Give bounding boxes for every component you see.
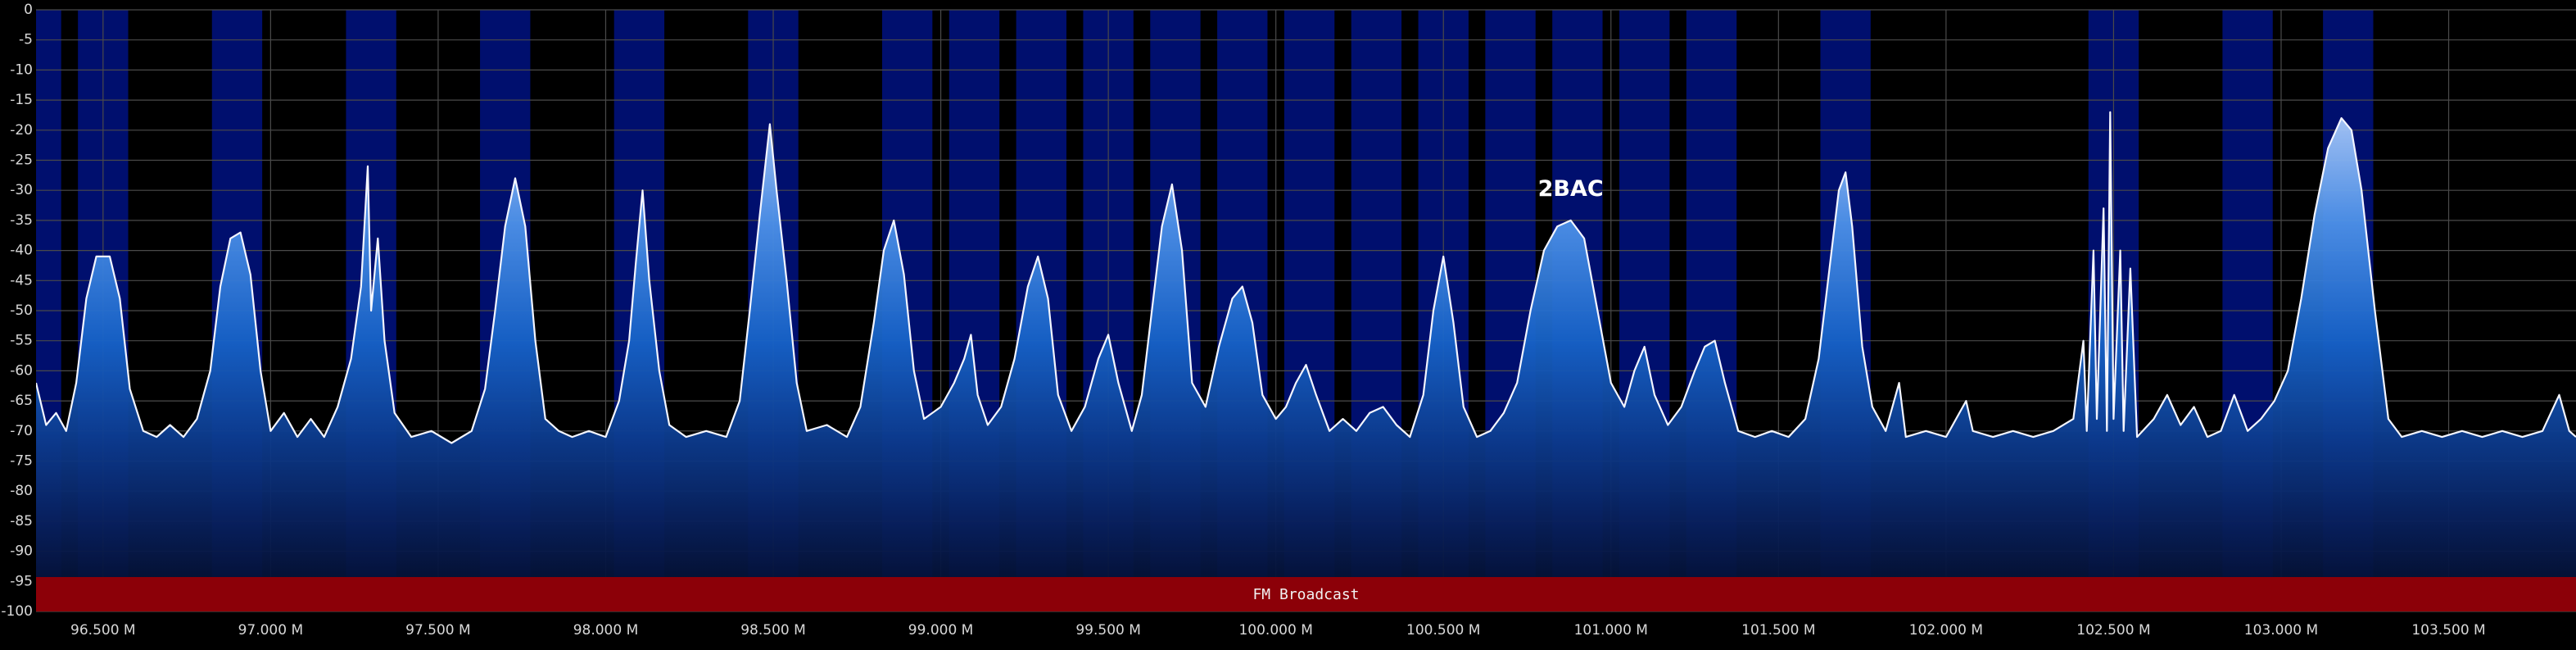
x-tick-label: 97.500 M — [405, 622, 471, 639]
x-tick-label: 100.500 M — [1406, 622, 1480, 639]
y-tick-label: -90 — [10, 543, 33, 560]
y-tick-label: 0 — [24, 2, 33, 18]
y-tick-label: -5 — [19, 32, 33, 48]
y-tick-label: -65 — [10, 393, 33, 409]
x-tick-label: 98.000 M — [573, 622, 639, 639]
y-tick-label: -10 — [10, 61, 33, 78]
x-tick-label: 102.000 M — [1909, 622, 1983, 639]
axis-labels: 0 -5 -10 -15 -20 -25 -30 -35 -40 -45 -50 -55 -60 -65 -… — [1, 2, 2485, 639]
x-tick-label: 99.000 M — [908, 622, 974, 639]
x-tick-label: 101.500 M — [1741, 622, 1815, 639]
x-tick-label: 100.000 M — [1238, 622, 1312, 639]
y-tick-label: -80 — [10, 483, 33, 499]
x-tick-label: 103.500 M — [2411, 622, 2485, 639]
y-tick-label: -15 — [10, 92, 33, 108]
x-tick-label: 96.500 M — [70, 622, 136, 639]
y-tick-label: -100 — [1, 603, 33, 620]
y-tick-label: -55 — [10, 333, 33, 349]
x-tick-label: 101.000 M — [1574, 622, 1648, 639]
x-tick-label: 98.500 M — [740, 622, 806, 639]
y-tick-label: -40 — [10, 243, 33, 259]
spectrum-line — [36, 111, 2576, 444]
y-tick-label: -25 — [10, 152, 33, 169]
station-label: 2BAC — [1538, 176, 1604, 202]
band-plan: FM Broadcast — [36, 577, 2576, 611]
y-tick-label: -45 — [10, 272, 33, 289]
y-tick-label: -35 — [10, 212, 33, 229]
y-tick-label: -95 — [10, 573, 33, 589]
y-tick-label: -70 — [10, 423, 33, 439]
y-tick-label: -20 — [10, 122, 33, 139]
band-plan-label: FM Broadcast — [1252, 586, 1359, 603]
band-plan-bar — [36, 577, 2576, 611]
y-tick-label: -50 — [10, 302, 33, 319]
y-tick-label: -85 — [10, 513, 33, 530]
x-tick-label: 102.500 M — [2076, 622, 2150, 639]
y-tick-label: -60 — [10, 362, 33, 379]
spectrum-fill — [36, 111, 2576, 611]
x-tick-label: 97.000 M — [238, 622, 304, 639]
trace — [36, 111, 2576, 611]
y-tick-label: -75 — [10, 453, 33, 470]
x-tick-label: 103.000 M — [2244, 622, 2318, 639]
y-tick-label: -30 — [10, 182, 33, 198]
x-tick-label: 99.500 M — [1075, 622, 1141, 639]
